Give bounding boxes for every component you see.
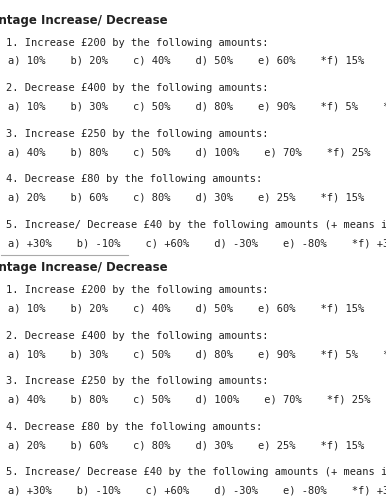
- Text: a) +30%    b) -10%    c) +60%    d) -30%    e) -80%    *f) +35%    *g) -45%: a) +30% b) -10% c) +60% d) -30% e) -80% …: [8, 238, 386, 248]
- Text: a) 40%    b) 80%    c) 50%    d) 100%    e) 70%    *f) 25%    *g) 75%: a) 40% b) 80% c) 50% d) 100% e) 70% *f) …: [8, 148, 386, 158]
- Text: 3. Increase £250 by the following amounts:: 3. Increase £250 by the following amount…: [7, 376, 269, 386]
- Text: 4. Decrease £80 by the following amounts:: 4. Decrease £80 by the following amounts…: [7, 422, 263, 432]
- Text: Percentage Increase/ Decrease: Percentage Increase/ Decrease: [0, 14, 168, 27]
- Text: 4. Decrease £80 by the following amounts:: 4. Decrease £80 by the following amounts…: [7, 174, 263, 184]
- Text: a) 20%    b) 60%    c) 80%    d) 30%    e) 25%    *f) 15%    *g) 85%: a) 20% b) 60% c) 80% d) 30% e) 25% *f) 1…: [8, 193, 386, 203]
- Text: a) 40%    b) 80%    c) 50%    d) 100%    e) 70%    *f) 25%    *g) 75%: a) 40% b) 80% c) 50% d) 100% e) 70% *f) …: [8, 395, 386, 405]
- Text: 5. Increase/ Decrease £40 by the following amounts (+ means increase, - means de: 5. Increase/ Decrease £40 by the followi…: [7, 220, 386, 230]
- Text: 5. Increase/ Decrease £40 by the following amounts (+ means increase, - means de: 5. Increase/ Decrease £40 by the followi…: [7, 468, 386, 477]
- Text: a) 10%    b) 20%    c) 40%    d) 50%    e) 60%    *f) 15%    *g) 35%: a) 10% b) 20% c) 40% d) 50% e) 60% *f) 1…: [8, 304, 386, 314]
- Text: 2. Decrease £400 by the following amounts:: 2. Decrease £400 by the following amount…: [7, 331, 269, 341]
- Text: a) 10%    b) 30%    c) 50%    d) 80%    e) 90%    *f) 5%    *g) 45%: a) 10% b) 30% c) 50% d) 80% e) 90% *f) 5…: [8, 102, 386, 112]
- Text: a) 10%    b) 20%    c) 40%    d) 50%    e) 60%    *f) 15%    *g) 35%: a) 10% b) 20% c) 40% d) 50% e) 60% *f) 1…: [8, 56, 386, 66]
- Text: a) +30%    b) -10%    c) +60%    d) -30%    e) -80%    *f) +35%    *g) -45%: a) +30% b) -10% c) +60% d) -30% e) -80% …: [8, 486, 386, 496]
- Text: 1. Increase £200 by the following amounts:: 1. Increase £200 by the following amount…: [7, 38, 269, 48]
- Text: 1. Increase £200 by the following amounts:: 1. Increase £200 by the following amount…: [7, 285, 269, 295]
- Text: a) 20%    b) 60%    c) 80%    d) 30%    e) 25%    *f) 15%    *g) 85%: a) 20% b) 60% c) 80% d) 30% e) 25% *f) 1…: [8, 440, 386, 450]
- Text: 2. Decrease £400 by the following amounts:: 2. Decrease £400 by the following amount…: [7, 83, 269, 93]
- Text: Percentage Increase/ Decrease: Percentage Increase/ Decrease: [0, 262, 168, 274]
- Text: 3. Increase £250 by the following amounts:: 3. Increase £250 by the following amount…: [7, 128, 269, 138]
- Text: a) 10%    b) 30%    c) 50%    d) 80%    e) 90%    *f) 5%    *g) 45%: a) 10% b) 30% c) 50% d) 80% e) 90% *f) 5…: [8, 350, 386, 360]
